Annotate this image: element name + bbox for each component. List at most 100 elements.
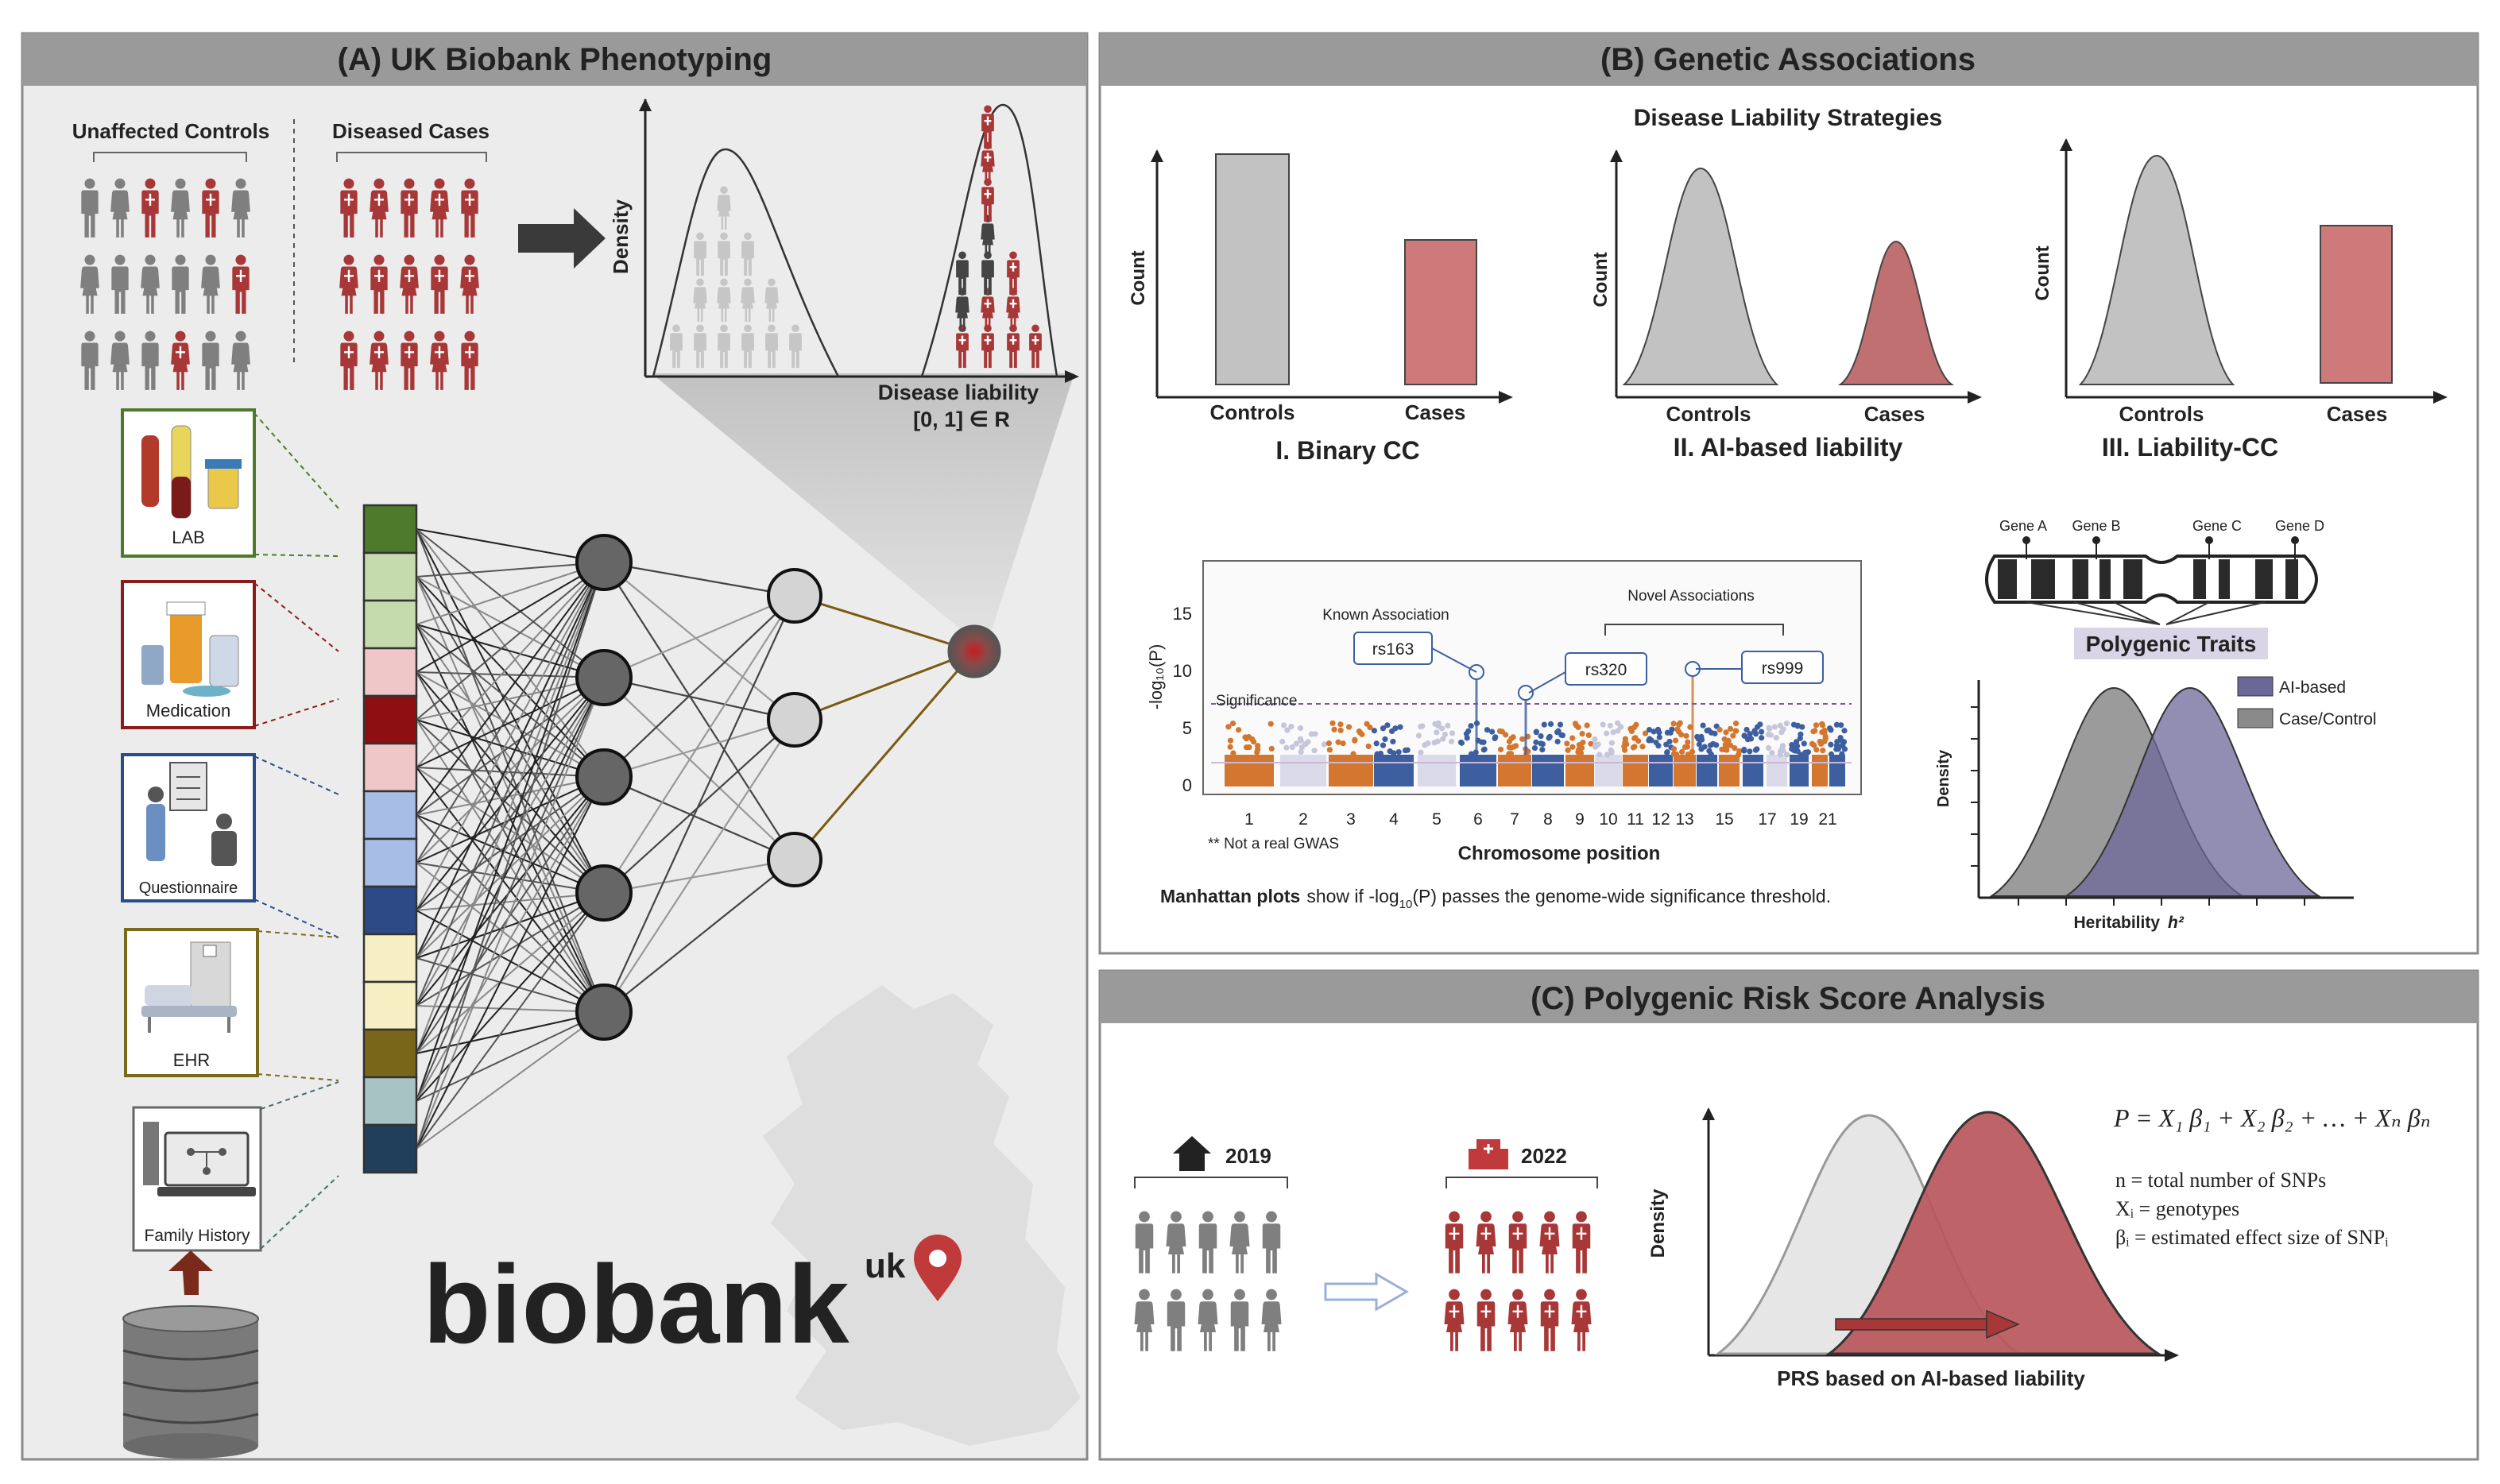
computer-tower-icon — [143, 1122, 159, 1185]
manhattan-point — [1585, 732, 1592, 739]
input-feature-cell — [362, 1028, 418, 1079]
manhattan-point — [1297, 725, 1304, 732]
nn-edge — [416, 624, 605, 778]
manhattan-point — [1783, 721, 1790, 727]
count-label: Count — [1128, 250, 1149, 305]
manhattan-point — [1440, 736, 1446, 742]
novel-label: Novel Associations — [1627, 588, 1754, 605]
biobank-logo-uk: uk — [865, 1246, 906, 1285]
gene-pin-head — [2291, 536, 2299, 544]
manhattan-point — [1533, 729, 1539, 736]
def-b: βᵢ = estimated effect size of SNPᵢ — [2115, 1226, 2389, 1249]
manhattan-point — [1793, 739, 1800, 745]
nn-edge — [603, 719, 795, 894]
bracket-2022 — [1445, 1177, 1598, 1188]
manhattan-point — [1747, 748, 1753, 755]
hospital-bed-icon — [141, 1006, 237, 1017]
manhattan-point — [1311, 748, 1318, 754]
manhattan-chromosome-block — [1329, 755, 1373, 786]
manhattan-point — [1777, 752, 1783, 758]
manhattan-note: ** Not a real GWAS — [1208, 836, 1339, 852]
manhattan-point — [1387, 748, 1393, 755]
nn-edge — [416, 677, 605, 1054]
manhattan-point — [1230, 750, 1236, 756]
nn-edge — [794, 594, 975, 653]
nn-edge — [603, 677, 795, 860]
manhattan-point — [1533, 739, 1539, 745]
rs163-box — [1353, 632, 1433, 665]
axis-x-arrow — [2433, 391, 2448, 404]
manhattan-point — [1557, 721, 1564, 728]
manhattan-point — [1350, 751, 1356, 757]
prs-density-label: Density — [1647, 1188, 1669, 1258]
manhattan-point — [1679, 748, 1685, 755]
manhattan-point — [1646, 726, 1653, 733]
manhattan-point — [1812, 728, 1818, 734]
density-y-arrow — [639, 99, 652, 111]
nn-edge — [416, 892, 605, 959]
medicine-bottle-icon — [209, 635, 239, 687]
def-x: Xᵢ = genotypes — [2115, 1197, 2239, 1220]
strategy-title: I. Binary CC — [1275, 436, 1419, 465]
manhattan-point — [1546, 735, 1552, 741]
manhattan-point — [1596, 752, 1603, 758]
controls-label: Controls — [2119, 402, 2204, 426]
manhattan-point — [1279, 738, 1286, 745]
manhattan-point — [1236, 727, 1242, 733]
manhattan-point — [1564, 740, 1570, 747]
manhattan-point — [1813, 722, 1820, 728]
manhattan-point — [1799, 724, 1805, 730]
manhattan-point — [1736, 748, 1743, 755]
source-ehr-label: EHR — [173, 1050, 210, 1070]
manhattan-point — [1281, 722, 1287, 728]
manhattan-point — [1685, 752, 1691, 758]
manhattan-point — [1685, 739, 1691, 745]
manhattan-point — [1419, 723, 1426, 729]
chromosome-band — [2285, 559, 2298, 599]
connector-lab-bottom — [253, 554, 339, 557]
manhattan-point — [1710, 740, 1716, 747]
manhattan-point — [1565, 747, 1571, 753]
manhattan-point — [1819, 722, 1826, 728]
gene-label: Gene C — [2192, 518, 2242, 534]
manhattan-chromosome-block — [1743, 755, 1763, 786]
medical-cross — [404, 346, 414, 358]
manhattan-point — [1752, 747, 1759, 753]
density-x-arrow — [1065, 370, 1079, 383]
nn-edge — [416, 776, 605, 911]
rs999-box — [1741, 651, 1824, 684]
year-end: 2022 — [1521, 1144, 1567, 1168]
manhattan-point — [1656, 734, 1662, 740]
manhattan-point — [1267, 721, 1274, 727]
medical-cross — [344, 346, 354, 358]
manhattan-point — [1380, 725, 1387, 732]
manhattan-point — [1604, 730, 1610, 736]
caption-text: show if -log — [1306, 886, 1399, 906]
nn-edge — [416, 767, 605, 778]
cases-bar — [2320, 225, 2393, 384]
manhattan-point — [1569, 744, 1576, 750]
manhattan-chromosome-block — [1767, 755, 1787, 786]
tree-link — [191, 1151, 223, 1171]
manhattan-point — [1380, 742, 1387, 748]
rs320-marker — [1518, 685, 1534, 701]
gene-pin-head — [2022, 536, 2030, 544]
xtick: 8 — [1543, 810, 1553, 829]
input-feature-cell — [362, 599, 418, 650]
manhattan-point — [1821, 738, 1828, 744]
medical-cross — [1449, 1304, 1460, 1318]
cases-label: Diseased Cases — [332, 119, 490, 143]
manhattan-point — [1554, 738, 1561, 745]
manhattan-point — [1778, 746, 1785, 753]
database-top — [122, 1305, 259, 1332]
nn-edge — [603, 562, 795, 860]
neural-network-nodes — [575, 534, 822, 1041]
chromosome-diagram: Gene A Gene B Gene C Gene D Polygenic Tr… — [1985, 518, 2324, 659]
manhattan-point — [1418, 749, 1424, 756]
medical-cross — [206, 193, 215, 206]
nn-edge — [416, 562, 605, 578]
nn-edge — [416, 562, 605, 625]
nn-edge — [416, 862, 605, 894]
manhattan-point — [1458, 739, 1465, 746]
legend-cc: Case/Control — [2279, 710, 2377, 728]
